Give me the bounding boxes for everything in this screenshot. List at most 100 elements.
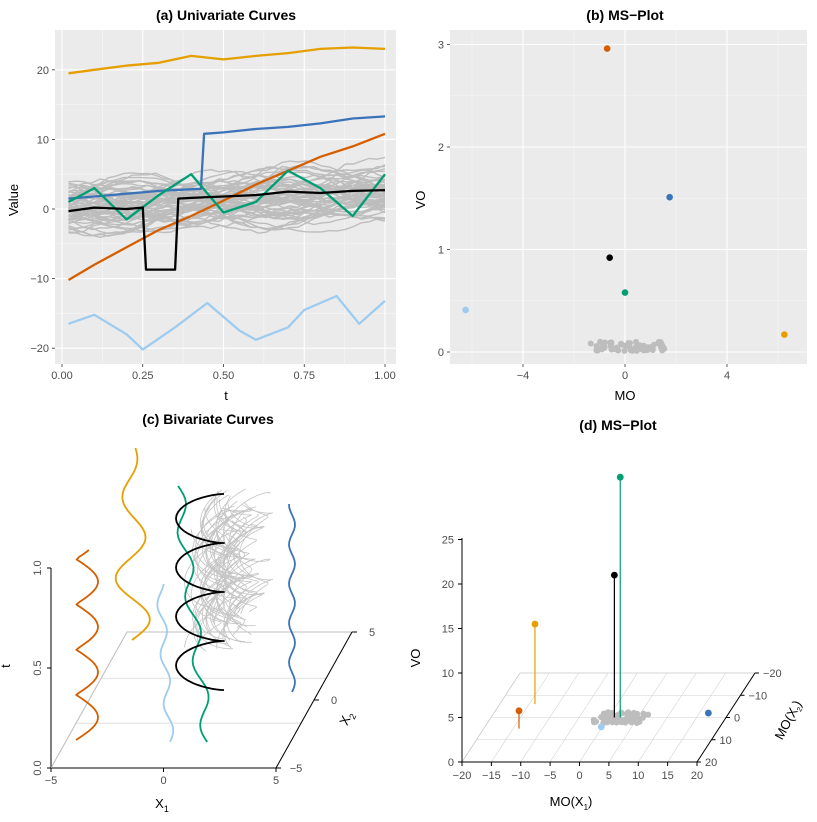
b-gray-point (650, 341, 657, 348)
a-background-curve (68, 195, 386, 225)
panel-d-zlabel-sub: 2 (796, 706, 804, 713)
c-series-black (175, 493, 225, 691)
panel-c-title: (c) Bivariate Curves (142, 411, 274, 427)
c-series-orange (75, 549, 99, 741)
panel-b: (b) MS−Plot −4 0 4 0 1 2 3 MO VO (413, 7, 807, 403)
panel-b-background (450, 30, 807, 364)
d-gray-point (627, 714, 634, 721)
c-x1-tick-label: 0 (160, 775, 166, 787)
d-point-gold (531, 620, 539, 628)
d-gray-point (639, 714, 646, 721)
d-x-tick-label: −20 (453, 770, 472, 782)
d-gray-point (632, 714, 639, 721)
d-point-blue (704, 709, 712, 717)
d-z-tick-label: −10 (749, 690, 768, 702)
panel-a-series (67, 46, 386, 351)
d-z-tick-label: 20 (705, 757, 717, 769)
a-series-blue (68, 115, 386, 200)
panel-b-ticks: −4 0 4 0 1 2 3 (438, 40, 730, 383)
d-vo-tick-label: 0 (448, 757, 454, 769)
a-xtick-label: 0.50 (213, 370, 234, 382)
d-point-orange (515, 707, 523, 715)
c-background-curve (222, 511, 247, 624)
b-gray-point (601, 339, 608, 346)
a-ytick-label: 20 (37, 65, 49, 77)
b-gray-point (633, 347, 640, 354)
c-background-curve (216, 500, 256, 627)
a-xtick-label: 0.75 (294, 370, 315, 382)
panel-c-series (75, 447, 296, 743)
d-gray-point (590, 716, 597, 723)
panel-d-xlabel-close: ) (588, 794, 592, 809)
c-x1-tick-label: 5 (273, 775, 279, 787)
d-x-tick-label: 10 (632, 770, 644, 782)
c-series-green (176, 485, 210, 743)
d-x-tick-label: −10 (511, 770, 530, 782)
b-gray-point (649, 346, 656, 353)
panel-d-points (515, 473, 712, 731)
d-point-green (616, 473, 624, 481)
c-background-curve (215, 509, 242, 629)
c-background-curve (192, 523, 222, 652)
b-gray-point (617, 340, 624, 347)
c-background-curve (201, 490, 233, 620)
c-background-curve (204, 508, 225, 623)
panel-d: (d) MS−Plot −20 −15 −10 −5 0 5 10 15 20051015202… (408, 417, 805, 812)
panel-b-title: (b) MS−Plot (586, 7, 664, 23)
c-x2-tick-label: 5 (369, 627, 375, 639)
d-vo-tick-label: 5 (448, 713, 454, 725)
d-x-tick-label: −5 (544, 770, 557, 782)
d-gray-point (602, 713, 609, 720)
c-series-blue (288, 503, 296, 693)
panel-c: (c) Bivariate Curves −5 0 5 0.0 0.5 1.0 −5 0 5 X… (0, 411, 375, 814)
panel-c-xlabel: X1 (155, 796, 169, 814)
d-gray-point (625, 709, 632, 716)
b-point-gold (781, 331, 788, 338)
panel-c-ylabel: t (0, 664, 13, 668)
d-z-tick-label: 0 (734, 713, 740, 725)
c-x1-tick-label: −5 (45, 775, 58, 787)
b-gray-point (608, 341, 615, 348)
c-x2-tick-label: −5 (290, 763, 303, 775)
a-series-gold (68, 46, 386, 75)
panel-d-ylabel: VO (408, 649, 423, 668)
panel-d-xlabel-main: MO(X (550, 794, 584, 809)
b-gray-point (622, 342, 629, 349)
c-background-curve (233, 504, 274, 615)
d-x-tick-label: −15 (482, 770, 501, 782)
a-ytick-label: 0 (43, 204, 49, 216)
d-z-tick-label: −20 (763, 668, 782, 680)
b-xtick-label: 4 (724, 370, 730, 382)
c-t-tick-label: 0.5 (32, 660, 44, 675)
b-gray-point (661, 345, 668, 352)
panel-d-xlabel-sub: 1 (584, 803, 589, 812)
d-vo-tick-label: 10 (442, 668, 454, 680)
a-ytick-label: 10 (37, 134, 49, 146)
d-vo-tick-label: 15 (442, 624, 454, 636)
panel-c-background-curves (183, 488, 274, 652)
a-series-lightblue (68, 294, 386, 351)
b-ytick-label: 1 (438, 245, 444, 257)
a-series-orange (67, 132, 386, 281)
c-background-curve (226, 513, 260, 643)
panel-c-zlabel-sub: 2 (347, 712, 358, 721)
a-xtick-label: 0.00 (51, 370, 72, 382)
d-x-tick-label: 20 (691, 770, 703, 782)
c-background-curve (215, 488, 250, 620)
a-background-curve (68, 198, 386, 225)
d-gray-point (628, 719, 635, 726)
b-gray-point (597, 338, 604, 345)
d-gray-point (618, 709, 625, 716)
c-x2-tick-label: 0 (331, 695, 337, 707)
a-background-curve (68, 178, 386, 202)
panel-a-title: (a) Univariate Curves (156, 7, 296, 23)
panel-b-xlabel: MO (615, 388, 636, 403)
b-gray-point (615, 347, 622, 354)
a-xtick-label: 0.25 (132, 370, 153, 382)
b-ytick-label: 0 (438, 347, 444, 359)
a-series-black (68, 189, 386, 271)
c-background-curve (227, 502, 263, 612)
c-series-lightblue (156, 583, 175, 743)
